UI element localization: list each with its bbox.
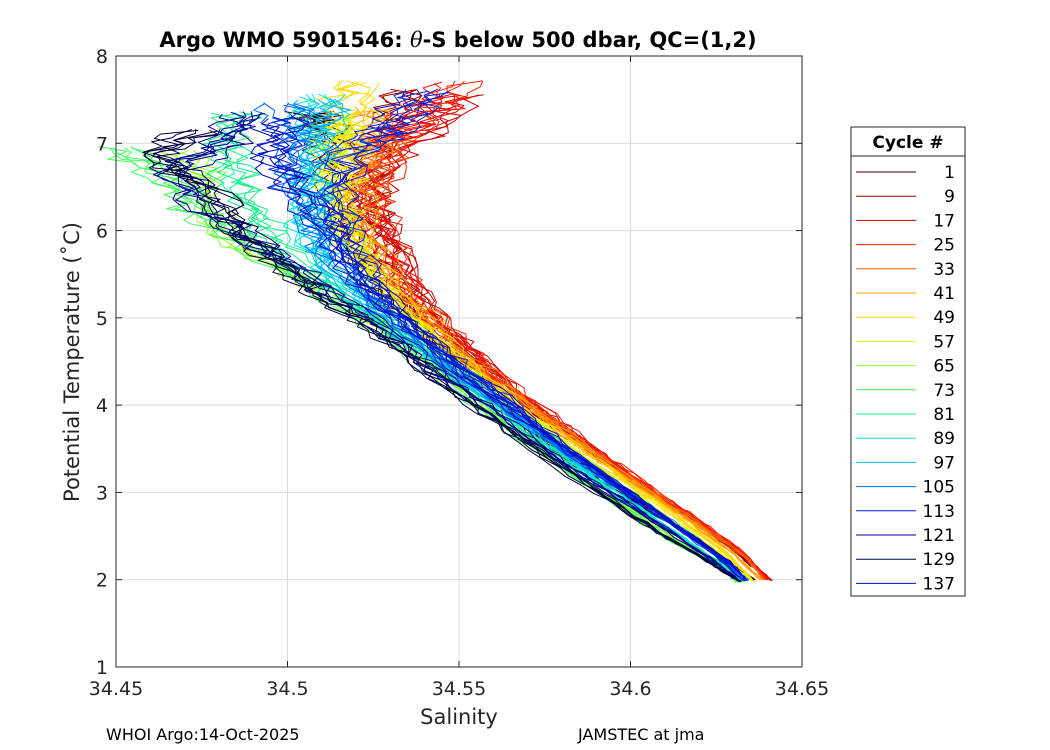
series-line-cycle-41 xyxy=(358,107,762,581)
series-line-cycle-41 xyxy=(332,106,763,581)
legend-label: 49 xyxy=(933,308,955,328)
legend-label: 33 xyxy=(933,260,955,280)
series-line-cycle-137 xyxy=(282,115,747,581)
legend-label: 113 xyxy=(923,502,955,522)
axes: 34.45 34.5 34.55 34.6 34.65 1 2 3 4 5 6 7 8 xyxy=(89,46,829,700)
y-tick-label: 5 xyxy=(96,308,108,330)
title-theta: θ xyxy=(410,28,423,52)
legend-label: 97 xyxy=(933,453,955,473)
series-line-cycle-121 xyxy=(168,112,741,582)
series-line-cycle-33 xyxy=(336,134,764,580)
series-line-cycle-25 xyxy=(372,81,769,581)
y-tick-label: 2 xyxy=(96,570,108,592)
series-line-cycle-137 xyxy=(266,118,747,581)
x-tick-label: 34.55 xyxy=(432,678,486,700)
legend-label: 9 xyxy=(944,187,955,207)
x-axis-label: Salinity xyxy=(420,705,498,729)
legend-label: 73 xyxy=(933,381,955,401)
legend-label: 1 xyxy=(944,163,955,183)
series-line-cycle-25 xyxy=(356,82,769,581)
series-line-cycle-41 xyxy=(341,109,763,581)
legend-label: 129 xyxy=(923,550,955,570)
series-line-cycle-57 xyxy=(330,115,751,581)
legend-label: 89 xyxy=(933,429,955,449)
footer-left-credit: WHOI Argo:14-Oct-2025 xyxy=(106,725,300,744)
legend-title: Cycle # xyxy=(872,133,943,153)
y-tick-label: 6 xyxy=(96,221,108,243)
y-tick-label: 4 xyxy=(96,395,108,417)
legend-label: 17 xyxy=(933,211,955,231)
x-tick-label: 34.65 xyxy=(775,678,829,700)
legend-label: 65 xyxy=(933,357,955,377)
legend-label: 81 xyxy=(933,405,955,425)
footer-right-credit: JAMSTEC at jma xyxy=(578,725,705,744)
y-axis-label: Potential Temperature (˚C) xyxy=(60,222,84,502)
series-line-cycle-49 xyxy=(344,82,754,582)
y-tick-label: 1 xyxy=(96,657,108,679)
series-line-cycle-129 xyxy=(156,129,742,582)
series-lines xyxy=(98,80,773,583)
legend: Cycle # 1 9 17 25 33 41 49 57 65 73 81 89 97 105 113 12… xyxy=(850,126,966,597)
series-line-cycle-17 xyxy=(360,93,773,582)
title-suffix: -S below 500 dbar, QC=(1,2) xyxy=(423,28,757,52)
y-tick-label: 8 xyxy=(96,46,108,68)
legend-label: 121 xyxy=(923,526,955,546)
series-line-cycle-33 xyxy=(360,132,766,581)
x-tick-label: 34.5 xyxy=(266,678,308,700)
title-prefix: Argo WMO 5901546: xyxy=(159,28,410,52)
series-line-cycle-33 xyxy=(344,135,766,580)
legend-box xyxy=(850,126,966,597)
legend-entries: 1 9 17 25 33 41 49 57 65 73 81 89 97 105 113 121 129 137 xyxy=(856,163,955,594)
series-line-cycle-129 xyxy=(151,128,742,582)
legend-label: 41 xyxy=(933,284,955,304)
x-tick-label: 34.6 xyxy=(609,678,651,700)
y-tick-label: 3 xyxy=(96,482,108,504)
legend-label: 57 xyxy=(933,332,955,352)
chart-title: Argo WMO 5901546: θ-S below 500 dbar, QC… xyxy=(159,28,756,52)
legend-label: 25 xyxy=(933,236,955,256)
series-line-cycle-129 xyxy=(143,128,741,582)
series-line-cycle-73 xyxy=(110,148,737,583)
x-tick-label: 34.45 xyxy=(89,678,143,700)
series-line-cycle-137 xyxy=(274,116,746,581)
legend-label: 137 xyxy=(923,574,955,594)
y-tick-label: 7 xyxy=(96,133,108,155)
series-line-cycle-121 xyxy=(181,111,742,582)
legend-label: 105 xyxy=(923,478,955,498)
